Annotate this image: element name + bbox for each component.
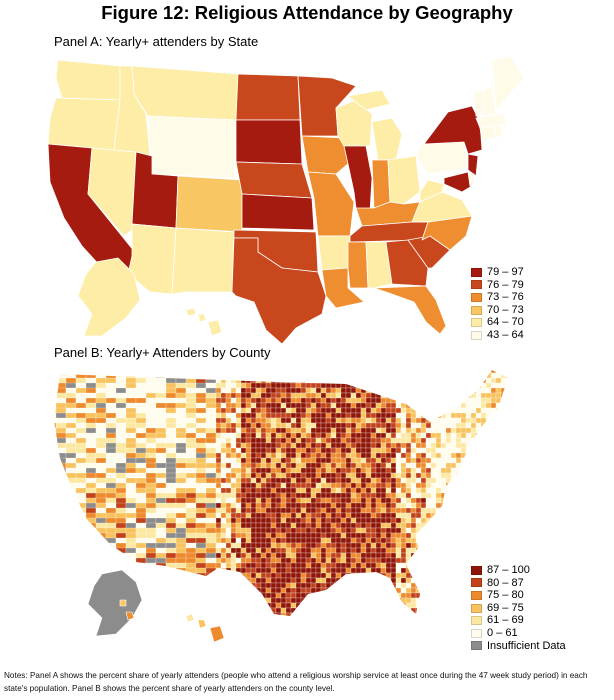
legend-label: 75 – 80: [487, 589, 524, 602]
state-delaware: [467, 171, 475, 187]
legend-label: 73 – 76: [487, 291, 524, 304]
state-vermont: [473, 89, 485, 117]
legend-swatch: [471, 318, 482, 328]
legend-label: 80 – 87: [487, 576, 524, 589]
legend-item: 43 – 64: [471, 329, 524, 342]
legend-label: 0 – 61: [487, 626, 518, 639]
state-north-dakota: [235, 73, 301, 121]
legend-swatch: [471, 578, 482, 588]
state-missouri: [307, 171, 355, 237]
state-michigan: [371, 117, 403, 161]
legend-swatch: [471, 628, 482, 638]
state-west-virginia: [419, 179, 445, 203]
figure-notes: Notes: Panel A shows the percent share o…: [4, 671, 588, 693]
legend-item: 76 – 79: [471, 279, 524, 292]
state-georgia: [385, 239, 429, 287]
state-nebraska: [235, 161, 313, 199]
state-massachusetts: [475, 113, 507, 129]
legend-label: 87 – 100: [487, 564, 530, 576]
state-michigan-up: [347, 89, 391, 111]
legend-label: Insufficient Data: [487, 639, 566, 652]
legend-label: 69 – 75: [487, 601, 524, 614]
state-hawaii-1: [185, 307, 197, 317]
hawaii-counties: [185, 613, 225, 643]
state-wyoming: [147, 115, 237, 179]
alaska-counties: [87, 569, 143, 637]
legend-label: 79 – 97: [487, 266, 524, 278]
legend-item: 0 – 61: [471, 627, 566, 640]
legend-label: 70 – 73: [487, 303, 524, 316]
legend-swatch: [471, 305, 482, 315]
state-south-dakota: [235, 119, 303, 165]
legend-item: 73 – 76: [471, 291, 524, 304]
state-new-mexico: [171, 227, 235, 295]
state-pennsylvania: [415, 141, 469, 175]
state-maine: [491, 55, 525, 111]
state-hawaii-2: [197, 313, 207, 323]
legend-label: 76 – 79: [487, 278, 524, 291]
legend-swatch: [471, 292, 482, 302]
legend-item: 69 – 75: [471, 602, 566, 615]
legend-swatch: [471, 565, 482, 575]
legend-label: 64 – 70: [487, 316, 524, 329]
legend-item: 80 – 87: [471, 577, 566, 590]
panel-b-legend: 87 – 100 80 – 87 75 – 80 69 – 75 61 – 69…: [471, 564, 566, 652]
legend-item: 61 – 69: [471, 614, 566, 627]
county-map: [54, 370, 508, 643]
state-ohio: [387, 155, 421, 205]
state-rhode-island: [493, 125, 503, 139]
state-alaska: [77, 257, 141, 337]
legend-swatch: [471, 641, 482, 651]
state-new-jersey: [467, 153, 479, 177]
state-florida: [373, 285, 447, 335]
panel-a-legend: 79 – 97 76 – 79 73 – 76 70 – 73 64 – 70 …: [471, 266, 524, 342]
state-arkansas: [317, 235, 351, 271]
legend-item: 87 – 100: [471, 564, 566, 577]
legend-swatch: [471, 603, 482, 613]
state-indiana: [371, 159, 391, 209]
state-map: [47, 55, 525, 344]
legend-swatch: [471, 280, 482, 290]
legend-item: 64 – 70: [471, 316, 524, 329]
legend-item: 75 – 80: [471, 589, 566, 602]
legend-label: 61 – 69: [487, 614, 524, 627]
state-texas: [231, 237, 327, 344]
state-hawaii-3: [207, 319, 223, 337]
state-maryland: [443, 171, 473, 193]
state-montana: [131, 65, 239, 121]
panel-a-label: Panel A: Yearly+ attenders by State: [54, 34, 259, 49]
legend-item: Insufficient Data: [471, 640, 566, 653]
legend-item: 70 – 73: [471, 304, 524, 317]
state-oregon: [47, 97, 121, 151]
state-washington: [55, 59, 121, 101]
state-connecticut: [479, 125, 497, 141]
panel-b-label: Panel B: Yearly+ Attenders by County: [54, 345, 271, 360]
state-iowa: [301, 135, 351, 175]
state-new-hampshire: [483, 85, 497, 117]
state-colorado: [175, 175, 243, 233]
state-alabama: [365, 241, 393, 289]
legend-item: 79 – 97: [471, 266, 524, 279]
legend-swatch: [471, 267, 482, 277]
state-mississippi: [347, 241, 369, 289]
state-kansas: [241, 193, 315, 231]
legend-swatch: [471, 616, 482, 626]
legend-swatch: [471, 330, 482, 340]
figure-title: Figure 12: Religious Attendance by Geogr…: [101, 2, 513, 23]
legend-swatch: [471, 590, 482, 600]
legend-label: 43 – 64: [487, 328, 524, 341]
